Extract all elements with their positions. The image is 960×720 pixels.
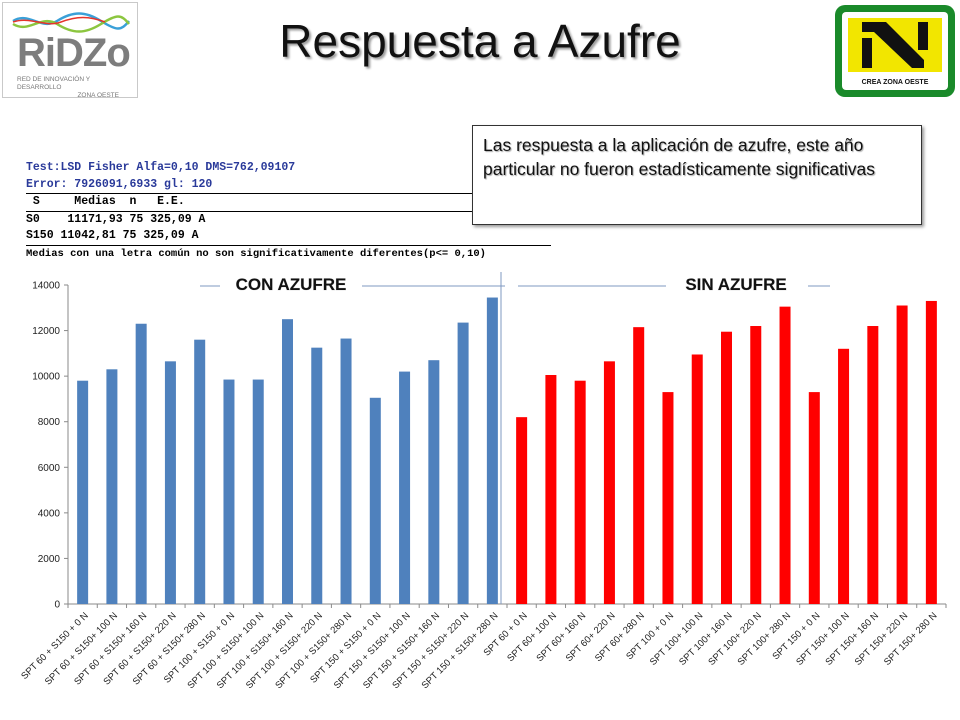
crea-tagline: CREA ZONA OESTE [861,79,929,86]
stats-note: Medias con una letra común no son signif… [26,247,486,260]
bar [896,305,908,604]
stats-header-line: S Medias n E.E. [26,195,199,208]
bar [399,371,411,604]
bar [867,326,879,604]
callout-text: Las respuesta a la aplicación de azufre,… [483,135,876,179]
bar [516,417,528,604]
bar [135,323,147,604]
ridzo-brand: RiDZo [17,31,131,75]
bar [779,306,791,604]
bar [282,319,293,604]
section-label-con-azufre: CON AZUFRE [236,275,347,294]
bar [662,392,674,604]
y-tick-label: 2000 [38,554,61,565]
bar [925,300,937,604]
bar [77,380,89,604]
stats-rule-bottom [26,244,551,246]
bar [691,354,703,604]
crea-logo-inner: CREA ZONA OESTE [842,12,948,90]
bar [457,322,469,604]
page-title: Respuesta a Azufre [279,15,681,67]
bar [369,397,381,604]
ridzo-logo: RiDZo RED DE INNOVACIÓN Y DESARROLLO ZON… [2,2,138,100]
crea-logo: CREA ZONA OESTE [835,5,955,97]
bar [545,375,557,604]
callout-box: Las respuesta a la aplicación de azufre,… [472,125,922,225]
y-tick-label: 12000 [32,326,60,337]
bar [428,360,440,604]
lsd-stats-table: Test:LSD Fisher Alfa=0,10 DMS=762,09107 … [26,160,551,262]
stats-row: S150 11042,81 75 325,09 A [26,229,199,242]
stats-error-line: Error: 7926091,6933 gl: 120 [26,177,213,191]
stats-test-line: Test:LSD Fisher Alfa=0,10 DMS=762,09107 [26,161,296,174]
bar [750,326,762,604]
bar [194,339,206,604]
bar [223,379,235,604]
y-tick-label: 14000 [32,281,60,292]
bar [633,327,645,604]
bar [486,297,498,604]
ridzo-subtitle: RED DE INNOVACIÓN Y DESARROLLO ZONA OEST… [17,76,127,100]
stats-rule-mid [26,210,551,212]
x-category-label: SPT 150+ 280 N [882,610,940,668]
bar [252,379,264,604]
ridzo-subtitle-line2: ZONA OESTE [77,92,119,99]
y-tick-label: 4000 [38,508,61,519]
bar [574,380,586,604]
stats-row: S0 11171,93 75 325,09 A [26,212,206,226]
bar [164,361,176,604]
section-label-sin-azufre: SIN AZUFRE [685,275,786,294]
bar [808,392,820,604]
y-tick-label: 10000 [32,372,60,383]
y-tick-label: 6000 [38,463,61,474]
ridzo-subtitle-line1: RED DE INNOVACIÓN Y DESARROLLO [17,76,90,91]
y-tick-label: 0 [54,600,60,611]
y-tick-label: 8000 [38,417,61,428]
bar [340,338,352,604]
crea-mark-icon [848,18,942,72]
bar [838,348,850,604]
bar [603,361,615,604]
bar [106,369,118,604]
bar [311,347,323,604]
bar [721,331,732,604]
ridzo-wave-icon [12,12,130,33]
stats-rule-top [26,193,551,194]
